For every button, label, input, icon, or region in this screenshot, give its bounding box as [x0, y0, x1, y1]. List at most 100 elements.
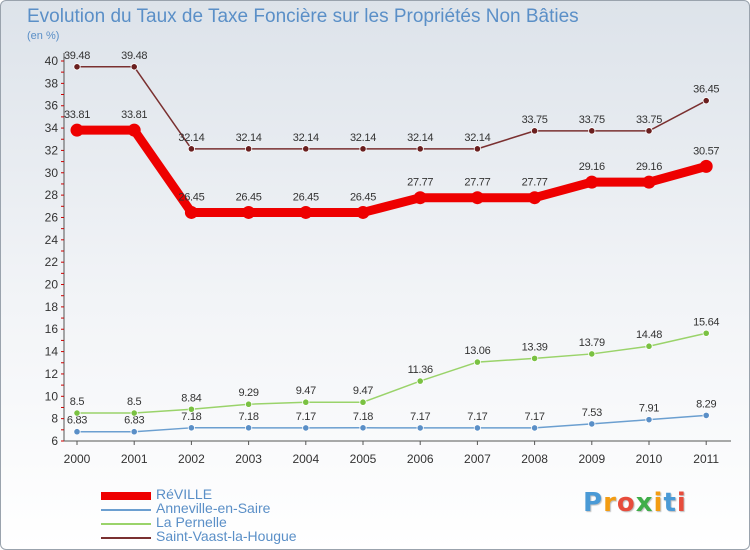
data-point: [416, 424, 424, 432]
x-tick-label: 2008: [521, 452, 548, 466]
data-point: [416, 377, 424, 385]
data-label: 8.5: [70, 396, 85, 408]
data-point: [130, 428, 138, 436]
data-point: [73, 428, 81, 436]
legend-label: RéVILLE: [156, 486, 213, 502]
y-tick-label: 40: [45, 54, 59, 68]
chart-title: Evolution du Taux de Taxe Foncière sur l…: [27, 6, 579, 27]
data-label: 13.79: [579, 337, 605, 349]
data-point: [127, 123, 141, 137]
data-point: [299, 205, 313, 219]
legend-swatch: [101, 492, 151, 500]
y-tick-label: 18: [45, 300, 59, 314]
series-anneville-en-saire: 6.83 6.83 7.18 7.18 7.17 7.18 7.17 7.17 7.17 7.53…: [67, 398, 717, 436]
data-point: [702, 411, 710, 420]
data-point: [645, 127, 653, 135]
data-label: 7.53: [582, 407, 602, 419]
data-point: [588, 420, 596, 428]
logo-letter: i: [653, 488, 664, 518]
data-point: [528, 191, 542, 205]
data-label: 7.17: [296, 411, 316, 423]
data-label: 26.45: [236, 191, 262, 203]
data-point: [359, 424, 367, 432]
proxiti-logo: Proxiti: [583, 488, 687, 518]
series-saint-vaast-la-hougue: 39.48 39.48 32.14 32.14 32.14 32.14 32.14 32.14…: [64, 50, 720, 153]
series-line: [76, 66, 707, 150]
logo-letter: r: [603, 488, 617, 518]
unit-label: (en %): [27, 30, 60, 42]
y-tick-label: 26: [45, 210, 59, 224]
data-point: [588, 350, 596, 358]
data-label: 13.39: [522, 341, 548, 353]
data-point: [359, 145, 367, 153]
data-label: 9.47: [353, 385, 373, 397]
data-point: [588, 127, 596, 135]
x-tick-label: 2005: [350, 452, 377, 466]
x-tick-label: 2007: [464, 452, 491, 466]
x-tick-label: 2003: [235, 452, 262, 466]
data-point: [73, 63, 81, 71]
data-point: [473, 424, 481, 432]
y-tick-label: 30: [45, 166, 59, 180]
data-point: [184, 205, 198, 219]
legend-swatch: [101, 537, 151, 539]
data-point: [187, 424, 195, 432]
series-line: [72, 125, 711, 217]
data-point: [413, 191, 427, 205]
data-label: 27.77: [522, 177, 548, 189]
data-label: 7.18: [353, 411, 373, 423]
y-tick-label: 12: [45, 367, 59, 381]
data-point: [242, 205, 256, 219]
data-label: 26.45: [178, 191, 204, 203]
data-point: [130, 63, 138, 71]
legend-label: Saint-Vaast-la-Hougue: [156, 528, 297, 544]
logo-letter: x: [635, 488, 654, 518]
data-point: [70, 123, 84, 137]
data-point: [187, 405, 195, 413]
data-label: 6.83: [67, 415, 87, 427]
logo-letter: P: [583, 488, 604, 518]
data-point: [530, 424, 539, 432]
data-point: [470, 191, 484, 205]
data-point: [530, 127, 539, 135]
data-label: 7.17: [467, 411, 487, 423]
y-tick-label: 36: [45, 99, 59, 113]
legend-swatch: [101, 523, 151, 525]
y-tick-label: 32: [45, 143, 59, 157]
data-label: 14.48: [636, 329, 662, 341]
data-label: 33.81: [121, 109, 147, 121]
y-tick-label: 28: [45, 188, 59, 202]
data-label: 32.14: [407, 132, 433, 144]
logo-letter: o: [616, 488, 636, 518]
data-label: 32.14: [178, 132, 204, 144]
data-point: [416, 145, 424, 153]
data-point: [73, 409, 81, 417]
y-tick-label: 34: [45, 121, 59, 135]
series-line: [76, 414, 707, 433]
data-point: [642, 175, 656, 189]
data-label: 8.84: [181, 392, 201, 404]
data-label: 15.64: [693, 316, 719, 328]
y-tick-label: 10: [45, 389, 59, 403]
x-tick-label: 2006: [407, 452, 434, 466]
data-point: [699, 159, 713, 173]
y-tick-label: 8: [51, 412, 58, 426]
legend-label: Anneville-en-Saire: [156, 500, 271, 516]
series-la-pernelle: 8.5 8.5 8.84 9.29 9.47 9.47 11.36 13.06 13.39 13.…: [70, 316, 720, 417]
x-tick-label: 2001: [121, 452, 148, 466]
data-label: 33.75: [579, 114, 605, 126]
data-point: [702, 329, 710, 337]
logo-letter: i: [676, 488, 687, 518]
y-tick-label: 38: [45, 76, 59, 90]
data-point: [245, 145, 253, 153]
data-label: 32.14: [464, 132, 490, 144]
data-label: 7.18: [238, 411, 258, 423]
data-label: 36.45: [693, 84, 719, 96]
data-label: 32.14: [236, 132, 262, 144]
x-tick-label: 2002: [178, 452, 205, 466]
legend-swatch: [101, 509, 151, 511]
data-point: [645, 416, 653, 424]
y-tick-label: 16: [45, 322, 59, 336]
x-tick-label: 2004: [292, 452, 319, 466]
data-label: 7.17: [410, 411, 430, 423]
